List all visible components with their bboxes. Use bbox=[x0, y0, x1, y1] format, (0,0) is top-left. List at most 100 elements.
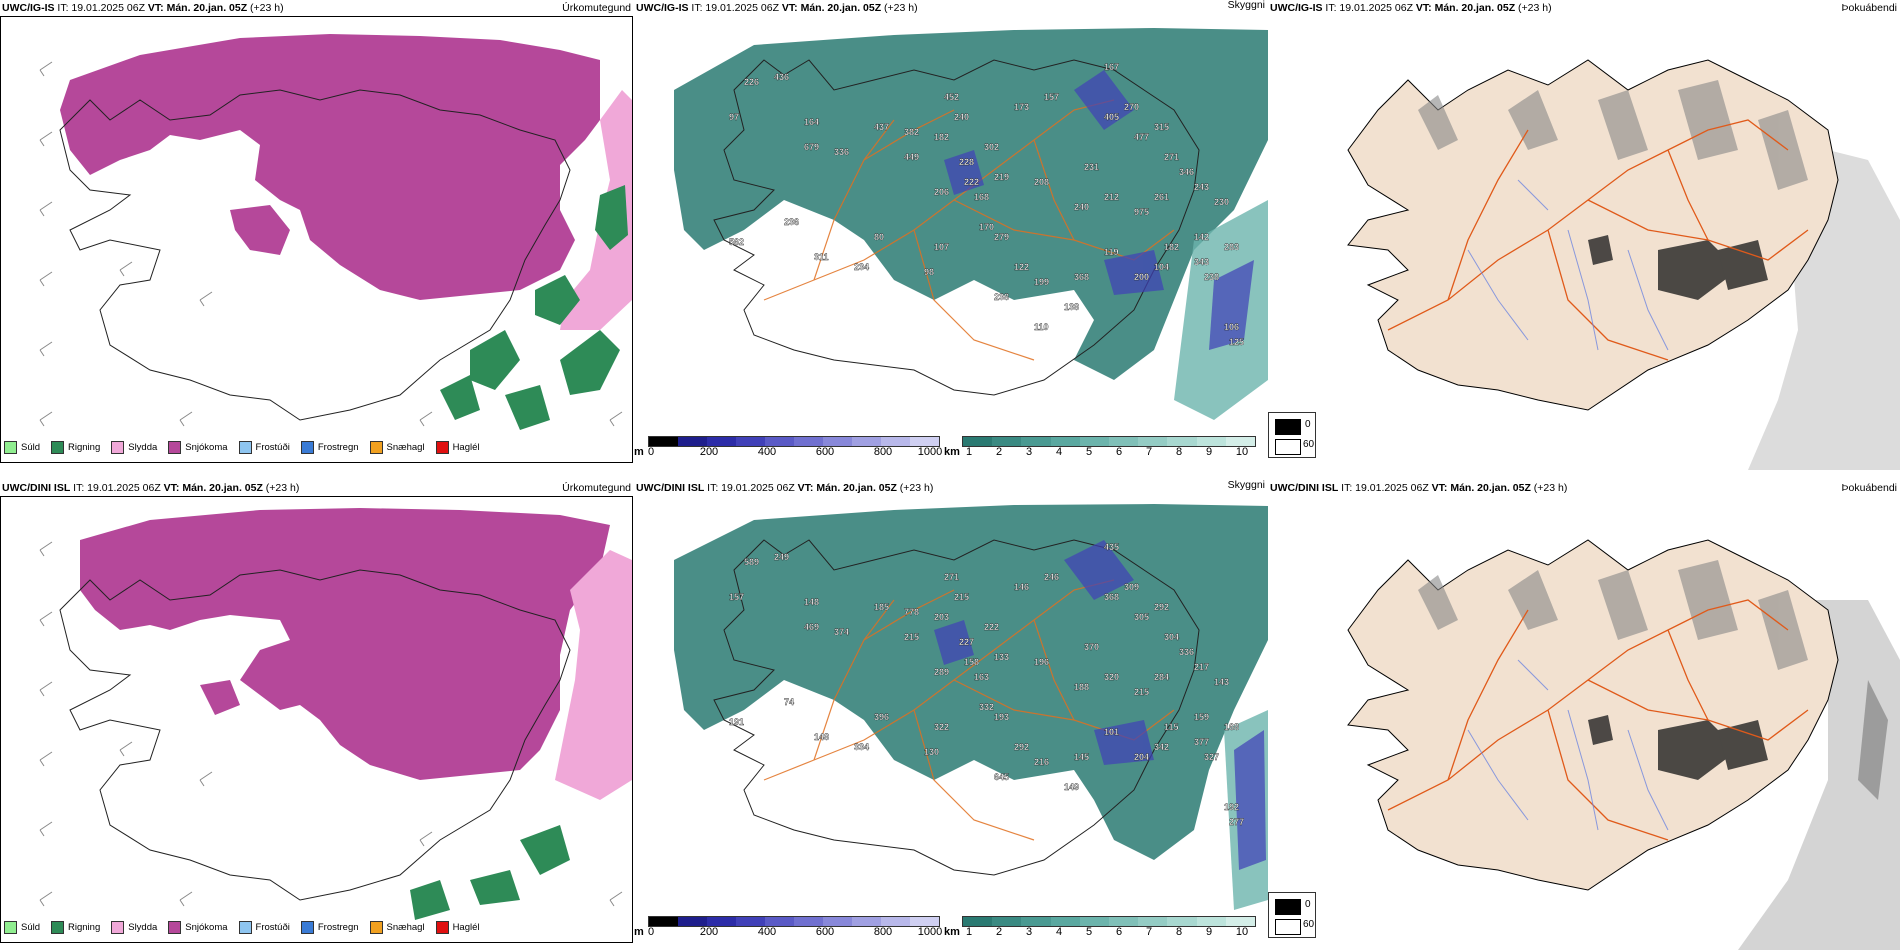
legend-label: Rigning bbox=[68, 442, 101, 453]
legend-item: Snjókoma bbox=[168, 921, 228, 934]
legend-label: Frostúði bbox=[255, 442, 290, 453]
visibility-label: 143 bbox=[1214, 677, 1229, 687]
init-time: IT: 19.01.2025 06Z bbox=[1341, 482, 1429, 494]
rain-area bbox=[535, 275, 580, 325]
visibility-label: 158 bbox=[964, 657, 979, 667]
km-tick: 5 bbox=[1085, 926, 1093, 938]
visibility-label: 238 bbox=[1204, 272, 1219, 282]
fog-legend-min: 0 bbox=[1305, 419, 1311, 430]
visibility-label: 277 bbox=[1229, 817, 1244, 827]
visibility-label: 219 bbox=[994, 172, 1009, 182]
km-tick: 2 bbox=[995, 446, 1003, 458]
visibility-label: 115 bbox=[1164, 722, 1179, 732]
snow-area-west bbox=[230, 205, 290, 255]
visibility-label: 107 bbox=[934, 242, 949, 252]
rain-area bbox=[470, 870, 520, 905]
glacier-dark bbox=[1588, 715, 1768, 780]
visibility-label: 142 bbox=[1194, 232, 1209, 242]
visibility-label: 106 bbox=[1224, 322, 1239, 332]
rain-area bbox=[520, 825, 570, 875]
visibility-label: 289 bbox=[934, 667, 949, 677]
glacier-dark bbox=[1588, 235, 1768, 300]
visibility-label: 279 bbox=[994, 232, 1009, 242]
model-name: UWC/IG-IS bbox=[2, 2, 55, 14]
visibility-label: 222 bbox=[984, 622, 999, 632]
model-name: UWC/DINI ISL bbox=[2, 482, 71, 494]
legend-item: Snæhagl bbox=[369, 441, 425, 454]
km-tick: 6 bbox=[1115, 926, 1123, 938]
rain-area bbox=[560, 330, 620, 395]
fog-offshore bbox=[1738, 600, 1900, 950]
height-tick: 400 bbox=[757, 446, 777, 458]
height-tick: 200 bbox=[699, 926, 719, 938]
lead-time: (+23 h) bbox=[899, 482, 934, 494]
visibility-label: 452 bbox=[944, 92, 959, 102]
km-unit: km bbox=[944, 926, 960, 938]
iceland-coastline bbox=[59, 89, 571, 421]
fog-panel-bottom: UWC/DINI ISL IT: 19.01.2025 06Z VT: Mán.… bbox=[1268, 480, 1900, 950]
lead-time: (+23 h) bbox=[884, 2, 918, 14]
precip-type-legend: Súld Rigning Slydda Snjókoma Frostúði Fr… bbox=[4, 441, 480, 454]
visibility-map: 226 436 97 164 437 382 679 336 449 452 240 182 228 30… bbox=[674, 28, 1268, 420]
visibility-label: 149 bbox=[1064, 782, 1079, 792]
visibility-label: 249 bbox=[774, 552, 789, 562]
height-tick: 1000 bbox=[917, 926, 943, 938]
panel-header: UWC/DINI ISL IT: 19.01.2025 06Z VT: Mán.… bbox=[1268, 480, 1900, 496]
km-tick: 3 bbox=[1025, 926, 1033, 938]
visibility-label: 778 bbox=[904, 607, 919, 617]
km-tick: 8 bbox=[1175, 926, 1183, 938]
visibility-label: 163 bbox=[974, 672, 989, 682]
visibility-label: 204 bbox=[1134, 752, 1149, 762]
visibility-label: 469 bbox=[804, 622, 819, 632]
legend-label: Súld bbox=[21, 442, 41, 453]
visibility-label: 146 bbox=[1014, 582, 1029, 592]
visibility-label: 236 bbox=[784, 217, 799, 227]
visibility-label: 271 bbox=[1164, 152, 1179, 162]
visibility-label: 589 bbox=[744, 557, 759, 567]
km-tick: 5 bbox=[1085, 446, 1093, 458]
km-tick: 7 bbox=[1145, 446, 1153, 458]
km-tick: 6 bbox=[1115, 446, 1123, 458]
panel-title: Þokuábendi bbox=[1841, 2, 1897, 14]
rivers bbox=[1467, 179, 1669, 351]
fog-offshore bbox=[1748, 150, 1900, 470]
visibility-label: 396 bbox=[874, 712, 889, 722]
legend-item: Súld bbox=[4, 921, 40, 934]
road-network bbox=[1387, 119, 1809, 361]
valid-time: VT: Mán. 20.jan. 05Z bbox=[163, 482, 263, 494]
precip-type-legend: Súld Rigning Slydda Snjókoma Frostúði Fr… bbox=[4, 921, 480, 934]
visibility-label: 157 bbox=[1044, 92, 1059, 102]
legend-item: Haglél bbox=[435, 921, 480, 934]
visibility-label: 243 bbox=[1194, 182, 1209, 192]
legend-label: Frostregn bbox=[317, 922, 359, 933]
visibility-label: 215 bbox=[904, 632, 919, 642]
visibility-label: 133 bbox=[994, 652, 1009, 662]
valid-time: VT: Mán. 20.jan. 05Z bbox=[797, 482, 897, 494]
precip-panel-bottom: UWC/DINI ISL IT: 19.01.2025 06Z VT: Mán.… bbox=[0, 480, 634, 950]
height-tick: 600 bbox=[815, 446, 835, 458]
legend-label: Frostregn bbox=[317, 442, 359, 453]
glacier-shading bbox=[1418, 80, 1808, 190]
fog-legend-black bbox=[1275, 419, 1301, 435]
legend-label: Súld bbox=[21, 922, 41, 933]
visibility-label: 80 bbox=[874, 232, 884, 242]
legend-label: Snæhagl bbox=[386, 442, 425, 453]
visibility-label: 148 bbox=[804, 597, 819, 607]
snow-area bbox=[60, 34, 600, 300]
height-tick: 1000 bbox=[917, 446, 943, 458]
legend-label: Haglél bbox=[452, 442, 480, 453]
wind-barbs bbox=[39, 541, 623, 907]
fog-legend-min: 0 bbox=[1305, 899, 1311, 910]
model-name: UWC/IG-IS bbox=[636, 2, 689, 14]
km-colorbar: km 1 2 3 4 5 6 7 8 9 10 bbox=[944, 916, 1264, 940]
visibility-label: 97 bbox=[729, 112, 739, 122]
legend-label: Slydda bbox=[128, 922, 158, 933]
legend-label: Rigning bbox=[68, 922, 101, 933]
sleet-area bbox=[555, 550, 632, 800]
visibility-label: 377 bbox=[1194, 737, 1209, 747]
km-tick: 4 bbox=[1055, 446, 1063, 458]
visibility-label: 182 bbox=[1164, 242, 1179, 252]
road-network bbox=[763, 579, 1175, 841]
height-tick: 0 bbox=[647, 446, 655, 458]
fog-panel-top: UWC/IG-IS IT: 19.01.2025 06Z VT: Mán. 20… bbox=[1268, 0, 1900, 470]
